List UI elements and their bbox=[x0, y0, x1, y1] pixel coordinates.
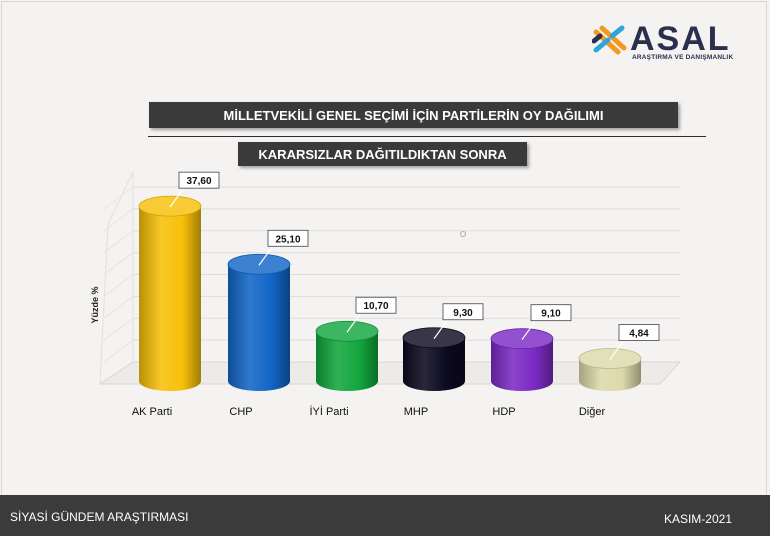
gridline-side bbox=[103, 274, 134, 297]
brand-name: ASAL bbox=[630, 20, 731, 58]
data-label-box bbox=[267, 229, 309, 247]
data-label: 9,30 bbox=[453, 308, 473, 319]
bar-chart: Yüzde % 37,60 AK Parti 25,10 CHP 10,70 İYİ Par… bbox=[90, 171, 682, 418]
gridline-side bbox=[103, 208, 134, 232]
gridline-side bbox=[103, 186, 134, 210]
data-label-leader bbox=[609, 341, 624, 360]
brand-tagline: ARAŞTIRMA VE DANIŞMANLIK bbox=[632, 54, 734, 61]
data-label-leader bbox=[346, 313, 361, 333]
gridline-side bbox=[103, 317, 134, 341]
data-label-box bbox=[442, 303, 484, 321]
bar-chp bbox=[228, 264, 290, 391]
bar-hdp bbox=[491, 338, 553, 391]
gridline-side bbox=[103, 230, 134, 254]
gridline-side bbox=[103, 295, 134, 319]
footer-bar: SİYASİ GÜNDEM ARAŞTIRMASI KASIM-2021 bbox=[0, 495, 770, 536]
footer-survey-name: SİYASİ GÜNDEM ARAŞTIRMASI bbox=[10, 510, 189, 524]
chart-subtitle: KARARSIZLAR DAĞITILDIKTAN SONRA bbox=[238, 142, 527, 166]
brand-logo: ASAL ARAŞTIRMA VE DANIŞMANLIK bbox=[592, 20, 734, 66]
data-label-box bbox=[178, 171, 220, 189]
category-label: İYİ Parti bbox=[309, 405, 348, 418]
category-label: AK Parti bbox=[132, 406, 172, 418]
data-label-leader bbox=[169, 188, 184, 208]
data-label: 25,10 bbox=[275, 234, 300, 245]
bar-i-yi-parti bbox=[316, 331, 378, 391]
data-label-box bbox=[355, 296, 397, 314]
data-label: 4,84 bbox=[629, 328, 649, 339]
chart-title: MİLLETVEKİLİ GENEL SEÇİMİ İÇİN PARTİLERİ… bbox=[149, 102, 678, 128]
data-label: 9,10 bbox=[541, 309, 561, 320]
bar-ak-parti bbox=[139, 206, 201, 391]
data-label-box bbox=[530, 304, 572, 322]
title-divider bbox=[148, 136, 706, 137]
data-label: 10,70 bbox=[363, 301, 388, 312]
category-label: MHP bbox=[404, 406, 428, 418]
data-label-box bbox=[618, 324, 660, 341]
data-label-leader bbox=[258, 246, 273, 266]
gridline-side bbox=[103, 252, 134, 276]
logo-mark-icon bbox=[592, 25, 627, 55]
bar-mhp bbox=[403, 337, 465, 391]
category-label: HDP bbox=[492, 406, 515, 418]
category-label: CHP bbox=[229, 406, 252, 418]
gridline-side bbox=[103, 339, 134, 363]
y-axis-label: Yüzde % bbox=[90, 286, 100, 323]
data-label: 37,60 bbox=[186, 176, 211, 187]
data-label-leader bbox=[521, 321, 536, 341]
decorative-dot bbox=[460, 231, 466, 237]
category-label: Diğer bbox=[579, 406, 606, 418]
footer-date: KASIM-2021 bbox=[663, 512, 732, 526]
data-label-leader bbox=[433, 320, 448, 340]
